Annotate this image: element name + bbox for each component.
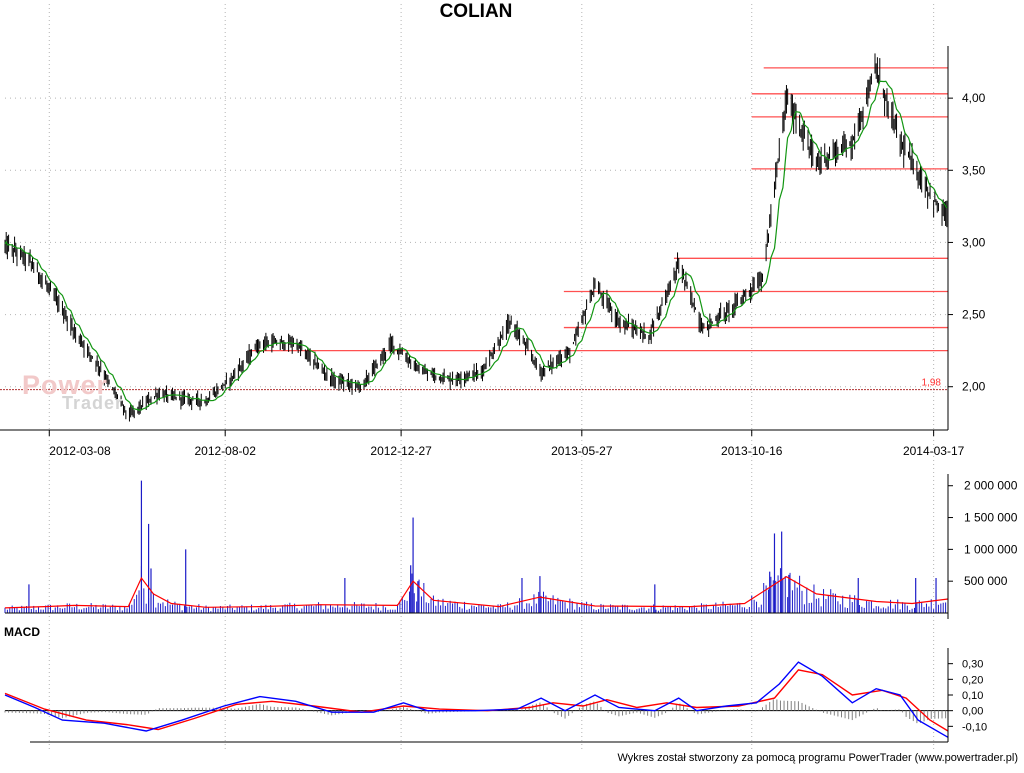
volume-ytick-label: 1 000 000 [964, 542, 1018, 556]
macd-series [4, 661, 949, 738]
volume-ytick-label: 500 000 [964, 574, 1008, 588]
baseline-level: 1,98 [0, 378, 948, 391]
macd-ytick-label: -0,10 [962, 721, 987, 733]
price-xtick-label: 2013-10-16 [721, 444, 783, 458]
price-moving-average [4, 80, 948, 411]
macd-ytick-label: 0,20 [962, 674, 983, 686]
price-xtick-label: 2013-05-27 [551, 444, 613, 458]
price-xtick-label: 2012-08-02 [194, 444, 256, 458]
baseline-label: 1,98 [922, 378, 942, 389]
volume-series [4, 480, 949, 614]
macd-panel-label: MACD [4, 625, 40, 639]
chart-title: COLIAN [439, 1, 513, 22]
macd-ytick-label: 0,10 [962, 690, 983, 702]
volume-ytick-label: 2 000 000 [964, 479, 1018, 493]
price-ytick-label: 3,00 [962, 235, 986, 249]
price-xtick-label: 2012-12-27 [370, 444, 432, 458]
price-xtick-label: 2014-03-17 [903, 444, 965, 458]
price-ytick-label: 2,00 [962, 380, 986, 394]
footer-credit: Wykres został stworzony za pomocą progra… [617, 752, 1018, 764]
price-ytick-label: 2,50 [962, 308, 986, 322]
volume-ytick-label: 1 500 000 [964, 511, 1018, 525]
axes: 2,00 2,50 3,00 3,50 4,00 2012-03-08 2012-08-02… [0, 46, 1018, 743]
macd-signal-line [4, 669, 949, 732]
macd-ytick-label: 0,30 [962, 659, 983, 671]
resistance-support-lines [249, 67, 948, 352]
macd-ytick-label: 0,00 [962, 706, 983, 718]
price-series [4, 53, 948, 422]
macd-line [4, 661, 949, 738]
price-xtick-label: 2012-03-08 [49, 444, 111, 458]
price-ytick-label: 3,50 [962, 163, 986, 177]
price-ytick-label: 4,00 [962, 91, 986, 105]
volume-moving-average [4, 575, 949, 609]
